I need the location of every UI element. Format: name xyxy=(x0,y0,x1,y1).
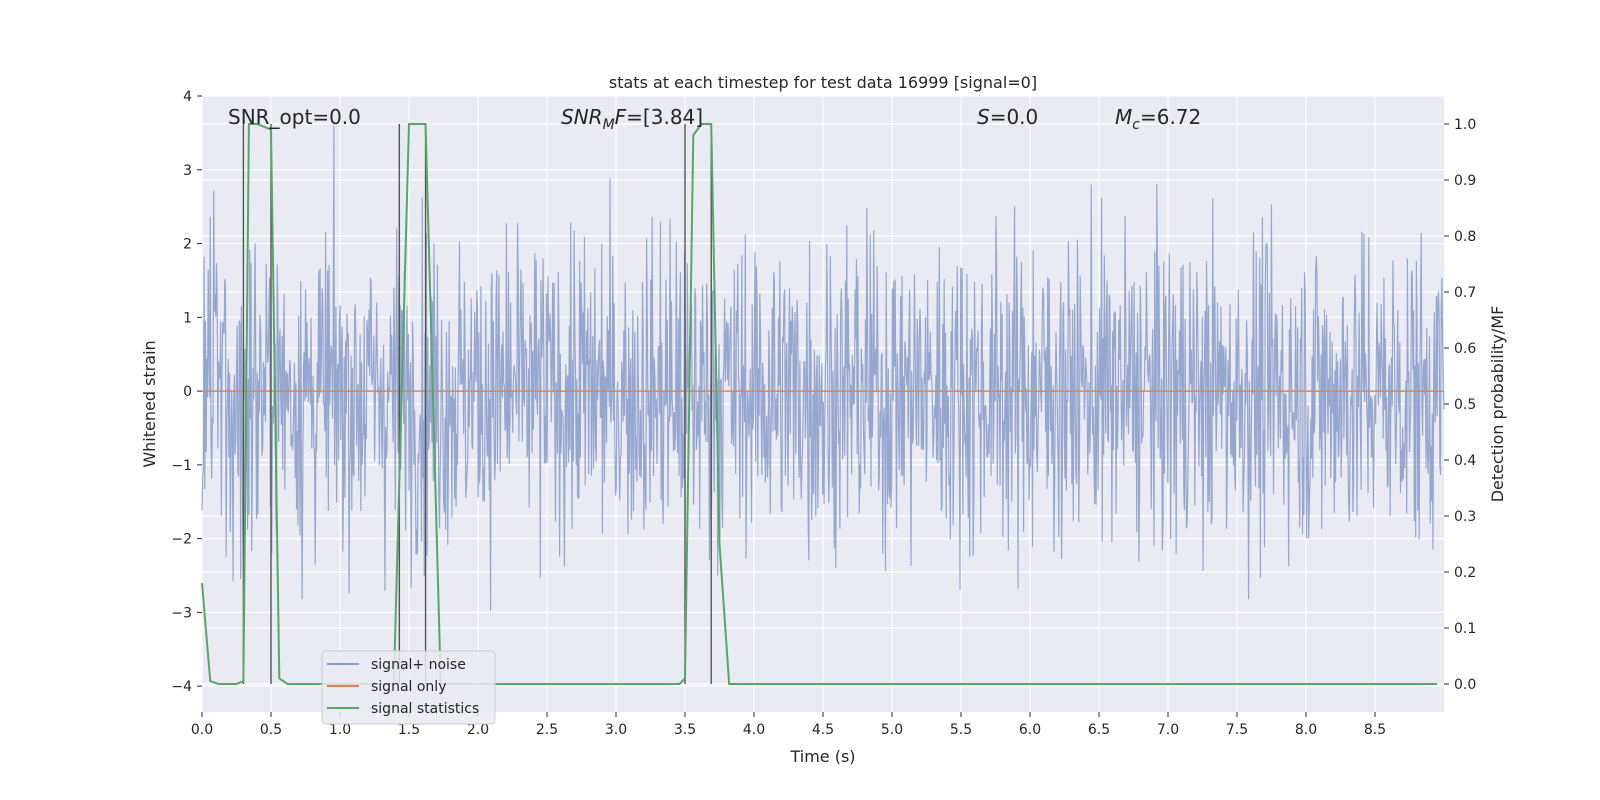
y2-tick-label: 0.4 xyxy=(1454,453,1476,469)
x-tick-label: 6.5 xyxy=(1088,722,1110,738)
y2-tick-label: 0.0 xyxy=(1454,677,1476,693)
y2-tick-label: 0.5 xyxy=(1454,397,1476,413)
x-tick-label: 3.5 xyxy=(674,722,696,738)
y-tick-label: 3 xyxy=(183,163,192,179)
legend-box xyxy=(321,650,496,725)
x-tick-label: 0.5 xyxy=(260,722,282,738)
x-tick-label: 1.0 xyxy=(329,722,351,738)
y2-tick-label: 0.3 xyxy=(1454,509,1476,525)
y-tick-label: −2 xyxy=(171,532,192,548)
y-tick-label: 2 xyxy=(183,237,192,253)
x-tick-label: 7.0 xyxy=(1157,722,1179,738)
x-tick-label: 5.5 xyxy=(950,722,972,738)
x-tick-label: 1.5 xyxy=(398,722,420,738)
y2-tick-label: 0.7 xyxy=(1454,285,1476,301)
legend-label-signal: signal only xyxy=(371,679,446,695)
y2-tick-label: 0.1 xyxy=(1454,621,1476,637)
y-tick-label: 0 xyxy=(183,384,192,400)
y2-tick-label: 0.2 xyxy=(1454,565,1476,581)
y-tick-label: 4 xyxy=(183,89,192,105)
legend-label-noise: signal+ noise xyxy=(371,657,466,673)
noise-line xyxy=(201,125,1445,611)
y2-axis-label: Detection probability/MF xyxy=(1488,306,1507,503)
y-tick-label: −3 xyxy=(171,605,192,621)
x-axis-label: Time (s) xyxy=(789,747,855,766)
stats-line xyxy=(201,123,1438,685)
y2-tick-label: 0.9 xyxy=(1454,173,1476,189)
annotation-snr-opt: SNR_opt=0.0 xyxy=(228,105,361,129)
y2-tick-label: 0.6 xyxy=(1454,341,1476,357)
annotation-snr-mf: SNRMF=[3.84] xyxy=(561,105,703,133)
marker-lines xyxy=(242,124,712,684)
annotation-s: S=0.0 xyxy=(977,105,1038,129)
annotation-mc: Mc=6.72 xyxy=(1115,105,1201,133)
y-tick-label: −4 xyxy=(171,679,192,695)
x-tick-label: 2.5 xyxy=(536,722,558,738)
x-tick-label: 3.0 xyxy=(605,722,627,738)
tick-labels: 0.0 0.5 1.0 1.5 2.0 2.5 3.0 3.5 4.0 4.5 5.0 5.5 6.0 6… xyxy=(171,89,1476,738)
signal-noise-series xyxy=(201,125,1445,611)
y-axis-label: Whitened strain xyxy=(140,340,159,467)
y-tick-label: 1 xyxy=(183,310,192,326)
x-tick-label: 5.0 xyxy=(881,722,903,738)
y-tick-label: −1 xyxy=(171,458,192,474)
x-tick-label: 2.0 xyxy=(467,722,489,738)
y2-tick-label: 1.0 xyxy=(1454,117,1476,133)
legend: signal+ noise signal only signal statist… xyxy=(321,650,496,725)
y2-tick-label: 0.8 xyxy=(1454,229,1476,245)
x-tick-label: 6.0 xyxy=(1019,722,1041,738)
signal-statistics-series xyxy=(201,123,1438,685)
chart-title: stats at each timestep for test data 169… xyxy=(609,73,1037,92)
x-tick-label: 7.5 xyxy=(1226,722,1248,738)
x-tick-label: 4.5 xyxy=(812,722,834,738)
x-tick-label: 8.5 xyxy=(1364,722,1386,738)
x-tick-label: 8.0 xyxy=(1295,722,1317,738)
legend-label-stats: signal statistics xyxy=(371,701,479,717)
x-tick-label: 0.0 xyxy=(191,722,213,738)
x-tick-label: 4.0 xyxy=(743,722,765,738)
